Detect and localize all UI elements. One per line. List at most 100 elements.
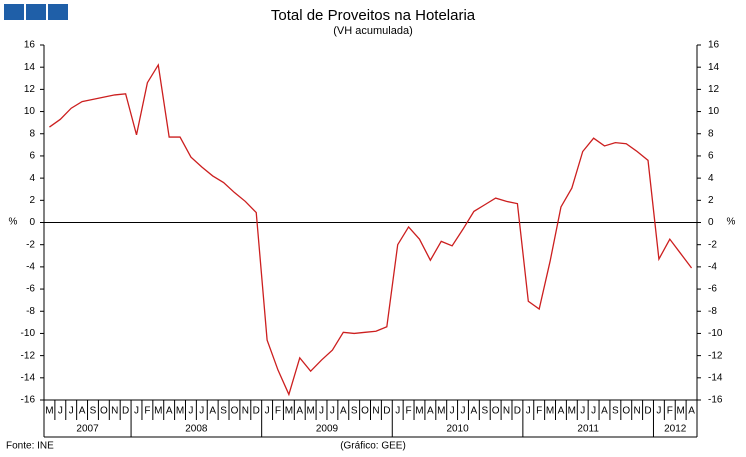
x-tick-label: A [166,406,173,417]
x-tick-label: J [395,406,400,417]
x-tick-label: M [285,406,293,417]
y-tick-label: -2 [26,239,35,250]
x-tick-label: S [481,406,488,417]
year-label: 2010 [446,424,469,435]
x-tick-label: J [58,406,63,417]
x-tick-label: A [601,406,608,417]
data-line [49,63,693,397]
x-tick-label: A [427,406,434,417]
x-tick-label: O [492,406,500,417]
x-tick-label: J [450,406,455,417]
x-tick-label: J [656,406,661,417]
x-tick-label: J [330,406,335,417]
x-tick-label: A [688,406,695,417]
y-tick-label: 2 [29,195,35,206]
y-tick-label: -14 [21,372,36,383]
chart-title: Total de Proveitos na Hotelaria [271,7,476,24]
y-tick-label: -10 [21,328,36,339]
x-tick-label: M [677,406,685,417]
x-tick-label: O [622,406,630,417]
x-tick-label: O [231,406,239,417]
y2-tick-label: 14 [708,62,720,73]
y-tick-label: -4 [26,262,35,273]
x-tick-label: M [437,406,445,417]
x-tick-label: A [558,406,565,417]
x-tick-label: S [612,406,619,417]
x-tick-label: J [319,406,324,417]
x-tick-label: J [69,406,74,417]
x-tick-label: D [644,406,651,417]
x-tick-label: M [306,406,314,417]
x-tick-label: A [209,406,216,417]
x-tick-label: D [514,406,521,417]
y2-tick-label: -6 [708,284,717,295]
x-tick-label: A [296,406,303,417]
x-tick-label: F [536,406,542,417]
y-tick-label: -6 [26,284,35,295]
x-tick-label: F [667,406,673,417]
logo-block [48,4,68,20]
x-tick-label: J [526,406,531,417]
logo-block [26,4,46,20]
x-tick-label: N [242,406,249,417]
y2-tick-label: 4 [708,173,714,184]
y-tick-label: 14 [24,62,36,73]
y-tick-label: 4 [29,173,35,184]
y2-tick-label: -12 [708,350,723,361]
x-tick-label: A [471,406,478,417]
y2-tick-label: 8 [708,128,714,139]
y2-tick-label: 16 [708,40,720,51]
year-label: 2011 [577,424,599,435]
y2-tick-label: 2 [708,195,714,206]
x-tick-label: N [111,406,118,417]
y-tick-label: 8 [29,128,35,139]
credit: (Gráfico: GEE) [340,441,406,452]
y-tick-label: -12 [21,350,36,361]
y2-tick-label: -14 [708,372,723,383]
x-tick-label: S [90,406,97,417]
y-tick-label: 10 [24,106,36,117]
x-tick-label: D [383,406,390,417]
chart-subtitle: (VH acumulada) [333,25,412,37]
y2-axis-label: % [727,217,736,228]
x-tick-label: N [634,406,641,417]
year-label: 2009 [316,424,339,435]
y2-tick-label: 6 [708,151,714,162]
x-tick-label: J [199,406,204,417]
x-tick-label: O [361,406,369,417]
y-tick-label: 12 [24,84,36,95]
y2-tick-label: 10 [708,106,720,117]
year-label: 2012 [664,424,687,435]
x-tick-label: J [265,406,270,417]
year-label: 2007 [76,424,99,435]
logo-block [4,4,24,20]
y2-tick-label: -10 [708,328,723,339]
x-tick-label: J [461,406,466,417]
y2-tick-label: 12 [708,84,720,95]
x-tick-label: M [45,406,53,417]
y2-tick-label: -8 [708,306,717,317]
x-tick-label: M [568,406,576,417]
x-tick-label: M [176,406,184,417]
x-tick-label: F [406,406,412,417]
y2-tick-label: -2 [708,239,717,250]
y-tick-label: 6 [29,151,35,162]
x-tick-label: F [144,406,150,417]
x-tick-label: J [188,406,193,417]
x-tick-label: D [122,406,129,417]
x-tick-label: M [154,406,162,417]
x-tick-label: F [275,406,281,417]
x-tick-label: D [253,406,260,417]
x-tick-label: N [372,406,379,417]
x-tick-label: M [415,406,423,417]
y-axis-label: % [9,217,18,228]
x-tick-label: J [591,406,596,417]
y-tick-label: -16 [21,395,36,406]
x-tick-label: O [100,406,108,417]
y-tick-label: 16 [24,40,36,51]
x-tick-label: S [351,406,358,417]
x-tick-label: J [134,406,139,417]
source: Fonte: INE [6,441,54,452]
